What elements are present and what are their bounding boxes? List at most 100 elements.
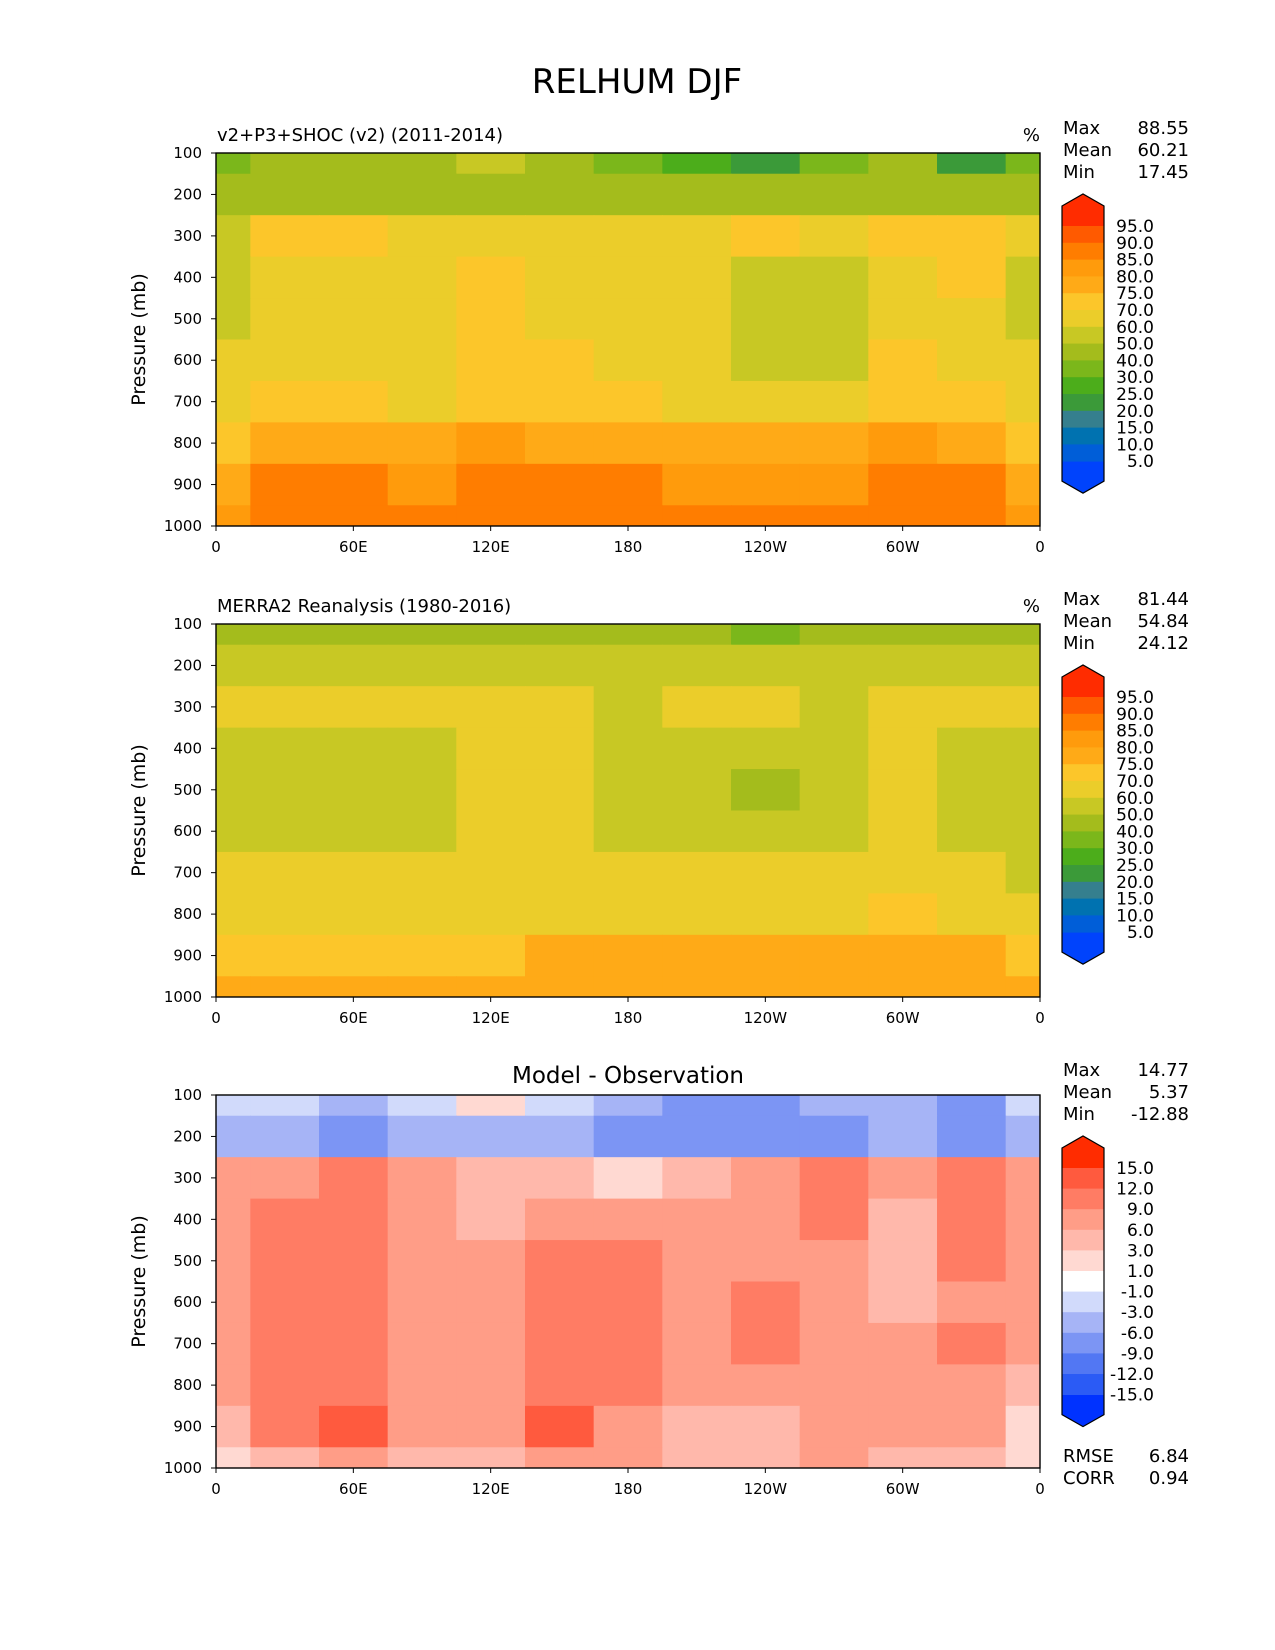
stat-value: 24.12	[1137, 633, 1189, 654]
heat-cell	[216, 686, 251, 729]
heat-cell	[731, 422, 801, 465]
heat-cell	[868, 624, 938, 646]
heat-cell	[937, 422, 1007, 465]
heat-cell	[387, 463, 457, 506]
colorbar-label: -12.0	[1110, 1365, 1154, 1385]
stat-value: 5.37	[1149, 1082, 1189, 1103]
heat-cell	[868, 1115, 938, 1158]
y-tick-label: 500	[173, 310, 202, 328]
colorbar-label: -15.0	[1110, 1386, 1154, 1406]
heat-cell	[216, 298, 251, 341]
heatmap-field	[216, 1095, 1040, 1468]
heat-cell	[216, 727, 251, 770]
colorbar-segment	[1062, 781, 1104, 799]
heat-cell	[1005, 644, 1040, 687]
heat-cell	[319, 686, 389, 729]
heat-cell	[525, 934, 595, 977]
heat-cell	[387, 1281, 457, 1324]
heat-cell	[1005, 1240, 1040, 1283]
colorbar-segment	[1062, 881, 1104, 899]
heat-cell	[1005, 769, 1040, 812]
heat-cell	[216, 1281, 251, 1324]
heat-cell	[799, 1115, 869, 1158]
stat-label: Min	[1063, 633, 1095, 654]
heat-cell	[799, 153, 869, 175]
heat-cell	[216, 810, 251, 853]
heat-cell	[319, 173, 389, 216]
heat-cell	[799, 1198, 869, 1241]
y-tick-label: 300	[173, 1169, 202, 1187]
y-tick-label: 700	[173, 864, 202, 882]
heat-cell	[456, 810, 526, 853]
heat-cell	[456, 1198, 526, 1241]
heat-cell	[456, 339, 526, 382]
heat-cell	[525, 1281, 595, 1324]
colorbar-segment	[1062, 1229, 1104, 1251]
heat-cell	[250, 1240, 320, 1283]
colorbar-label: 90.0	[1116, 234, 1154, 254]
colorbar-segment	[1062, 831, 1104, 849]
heat-cell	[799, 298, 869, 341]
colorbar-segment	[1062, 1168, 1104, 1189]
heat-cell	[525, 173, 595, 216]
heat-cell	[662, 644, 732, 687]
colorbar-label: 40.0	[1116, 351, 1154, 371]
heat-cell	[319, 339, 389, 382]
stat-label: Mean	[1063, 611, 1112, 632]
heat-cell	[662, 893, 732, 936]
heat-cell	[319, 1405, 389, 1448]
heat-cell	[731, 851, 801, 894]
x-tick-label: 0	[1035, 1009, 1045, 1027]
heat-cell	[216, 1198, 251, 1241]
heat-cell	[250, 298, 320, 341]
colorbar-label: 15.0	[1116, 419, 1154, 439]
heat-cell	[662, 1447, 732, 1468]
heat-cell	[731, 298, 801, 341]
heat-cell	[593, 624, 663, 646]
heat-cell	[731, 505, 801, 526]
heat-cell	[387, 810, 457, 853]
heat-cell	[593, 505, 663, 526]
colorbar-label: 60.0	[1116, 789, 1154, 809]
colorbar-label: -6.0	[1121, 1324, 1154, 1344]
colorbar-segment	[1062, 1374, 1104, 1395]
heat-cell	[868, 810, 938, 853]
heat-cell	[937, 463, 1007, 506]
heat-cell	[937, 1322, 1007, 1365]
heat-cell	[250, 624, 320, 646]
heat-cell	[387, 339, 457, 382]
colorbar-max-extension	[1062, 1136, 1104, 1168]
heat-cell	[216, 1115, 251, 1158]
heat-cell	[1005, 505, 1040, 526]
colorbar-label: 15.0	[1116, 890, 1154, 910]
stat-value: 60.21	[1137, 140, 1189, 161]
y-tick-label: 1000	[164, 988, 202, 1006]
heat-cell	[731, 727, 801, 770]
heat-cell	[319, 1157, 389, 1200]
heat-cell	[525, 1115, 595, 1158]
y-tick-label: 500	[173, 781, 202, 799]
heat-cell	[731, 1405, 801, 1448]
heat-cell	[937, 934, 1007, 977]
y-tick-label: 400	[173, 1210, 202, 1228]
heat-cell	[593, 173, 663, 216]
heat-cell	[662, 1095, 732, 1117]
colorbar-segment	[1062, 427, 1104, 445]
colorbar-label: 20.0	[1116, 873, 1154, 893]
heat-cell	[1005, 1322, 1040, 1365]
colorbar-segment	[1062, 713, 1104, 731]
stat-value: -12.88	[1131, 1104, 1189, 1125]
heat-cell	[799, 463, 869, 506]
colorbar-segment	[1062, 915, 1104, 933]
heat-cell	[387, 1115, 457, 1158]
heat-cell	[319, 727, 389, 770]
heat-cell	[868, 1405, 938, 1448]
heat-cell	[387, 976, 457, 997]
heat-cell	[1005, 851, 1040, 894]
colorbar-label: 80.0	[1116, 738, 1154, 758]
colorbar-segment	[1062, 276, 1104, 294]
heat-cell	[662, 727, 732, 770]
heat-cell	[593, 1198, 663, 1241]
colorbar-segment	[1062, 293, 1104, 311]
heat-cell	[456, 644, 526, 687]
